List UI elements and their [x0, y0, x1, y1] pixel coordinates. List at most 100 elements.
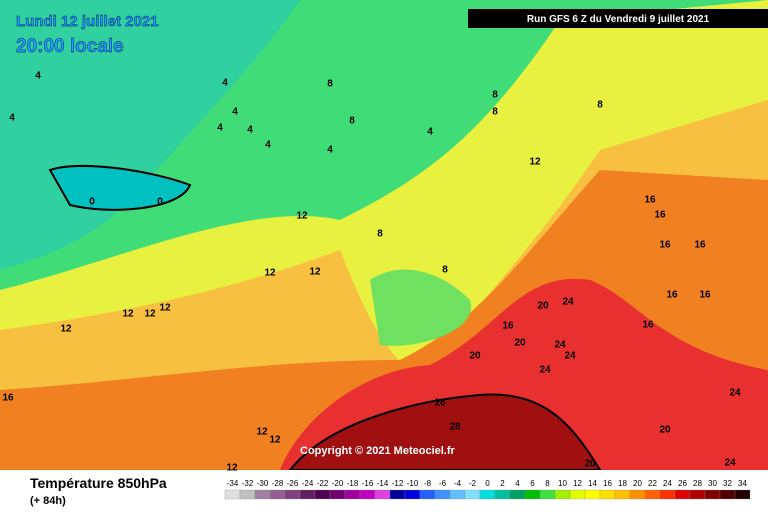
legend-label: -10 — [407, 479, 419, 488]
legend-swatch — [254, 489, 271, 500]
contour-label: 28 — [434, 398, 446, 409]
contour-label: 4 — [9, 113, 15, 124]
legend-swatch — [374, 489, 391, 500]
legend-swatch — [434, 489, 451, 500]
legend-label: 26 — [678, 479, 687, 488]
contour-label: 12 — [256, 427, 268, 438]
legend-label: -24 — [302, 479, 314, 488]
legend-swatch — [404, 489, 421, 500]
legend-swatch — [599, 489, 616, 500]
legend-label: 8 — [545, 479, 550, 488]
legend-label: -8 — [424, 479, 432, 488]
contour-label: 16 — [659, 240, 671, 251]
legend-swatch — [569, 489, 586, 500]
contour-label: 20 — [584, 459, 596, 470]
contour-label: 12 — [226, 463, 238, 474]
contour-label: 4 — [217, 123, 223, 134]
legend-swatch — [659, 489, 676, 500]
legend-label: -6 — [439, 479, 447, 488]
legend-label: 10 — [558, 479, 567, 488]
legend-swatch — [359, 489, 376, 500]
contour-label: 16 — [666, 290, 678, 301]
contour-label: 8 — [377, 229, 383, 240]
legend-swatch — [299, 489, 316, 500]
legend-label: 18 — [618, 479, 627, 488]
contour-label: 20 — [659, 425, 671, 436]
contour-label: 12 — [269, 435, 281, 446]
legend-swatch — [389, 489, 406, 500]
contour-label: 12 — [309, 267, 321, 278]
footer-lead: (+ 84h) — [30, 495, 66, 507]
legend-label: -34 — [227, 479, 239, 488]
legend-swatch — [479, 489, 496, 500]
contour-label: 8 — [597, 100, 603, 111]
contour-label: 12 — [264, 268, 276, 279]
legend-swatch — [524, 489, 541, 500]
contour-label: 8 — [349, 116, 355, 127]
contour-label: 0 — [89, 197, 95, 208]
contour-label: 4 — [327, 145, 333, 156]
contour-label: 16 — [654, 210, 666, 221]
cold-pool — [48, 165, 192, 211]
legend-label: 16 — [603, 479, 612, 488]
legend-swatch — [419, 489, 436, 500]
contour-label: 8 — [442, 265, 448, 276]
legend-label: 22 — [648, 479, 657, 488]
contour-label: 24 — [729, 388, 741, 399]
legend-label: -12 — [392, 479, 404, 488]
legend-label: -22 — [317, 479, 329, 488]
legend-label: 34 — [738, 479, 747, 488]
contour-label: 16 — [502, 321, 514, 332]
legend-swatch — [734, 489, 751, 500]
contour-label: 20 — [514, 338, 526, 349]
legend-label: 20 — [633, 479, 642, 488]
contour-label: 20 — [537, 301, 549, 312]
legend-label: -32 — [242, 479, 254, 488]
legend-swatch — [224, 489, 241, 500]
legend-label: -28 — [272, 479, 284, 488]
contour-label: 0 — [157, 197, 163, 208]
contour-label: 24 — [562, 297, 574, 308]
contour-label: 4 — [232, 107, 238, 118]
legend-swatch — [509, 489, 526, 500]
legend-swatch — [284, 489, 301, 500]
contour-label: 4 — [427, 127, 433, 138]
legend-label: 24 — [663, 479, 672, 488]
contour-label: 24 — [564, 351, 576, 362]
contour-label: 4 — [265, 140, 271, 151]
legend-label: -16 — [362, 479, 374, 488]
contour-label: 8 — [492, 90, 498, 101]
contour-label: 12 — [159, 303, 171, 314]
contour-label: 28 — [449, 422, 461, 433]
legend-label: -14 — [377, 479, 389, 488]
contour-label: 12 — [60, 324, 72, 335]
run-info: Run GFS 6 Z du Vendredi 9 juillet 2021 — [527, 14, 710, 25]
footer-title: Température 850hPa — [30, 475, 167, 491]
legend-label: -18 — [347, 479, 359, 488]
cool-region-2 — [370, 269, 472, 346]
extreme-core — [287, 393, 602, 471]
legend-label: -20 — [332, 479, 344, 488]
legend-swatch — [329, 489, 346, 500]
legend-swatch — [689, 489, 706, 500]
contour-label: 20 — [469, 351, 481, 362]
legend-label: -4 — [454, 479, 462, 488]
legend-label: 2 — [500, 479, 505, 488]
legend-label: 14 — [588, 479, 597, 488]
contour-label: 16 — [642, 320, 654, 331]
contour-label: 12 — [529, 157, 541, 168]
legend-label: 28 — [693, 479, 702, 488]
legend-label: -26 — [287, 479, 299, 488]
legend-swatch — [719, 489, 736, 500]
contour-label: 12 — [122, 309, 134, 320]
legend-swatch — [314, 489, 331, 500]
legend-label: -30 — [257, 479, 269, 488]
legend-swatch — [614, 489, 631, 500]
contour-label: 8 — [327, 79, 333, 90]
contour-label: 12 — [144, 309, 156, 320]
legend-swatch — [539, 489, 556, 500]
legend-label: 6 — [530, 479, 535, 488]
run-box — [468, 9, 768, 28]
legend-label: 0 — [485, 479, 490, 488]
